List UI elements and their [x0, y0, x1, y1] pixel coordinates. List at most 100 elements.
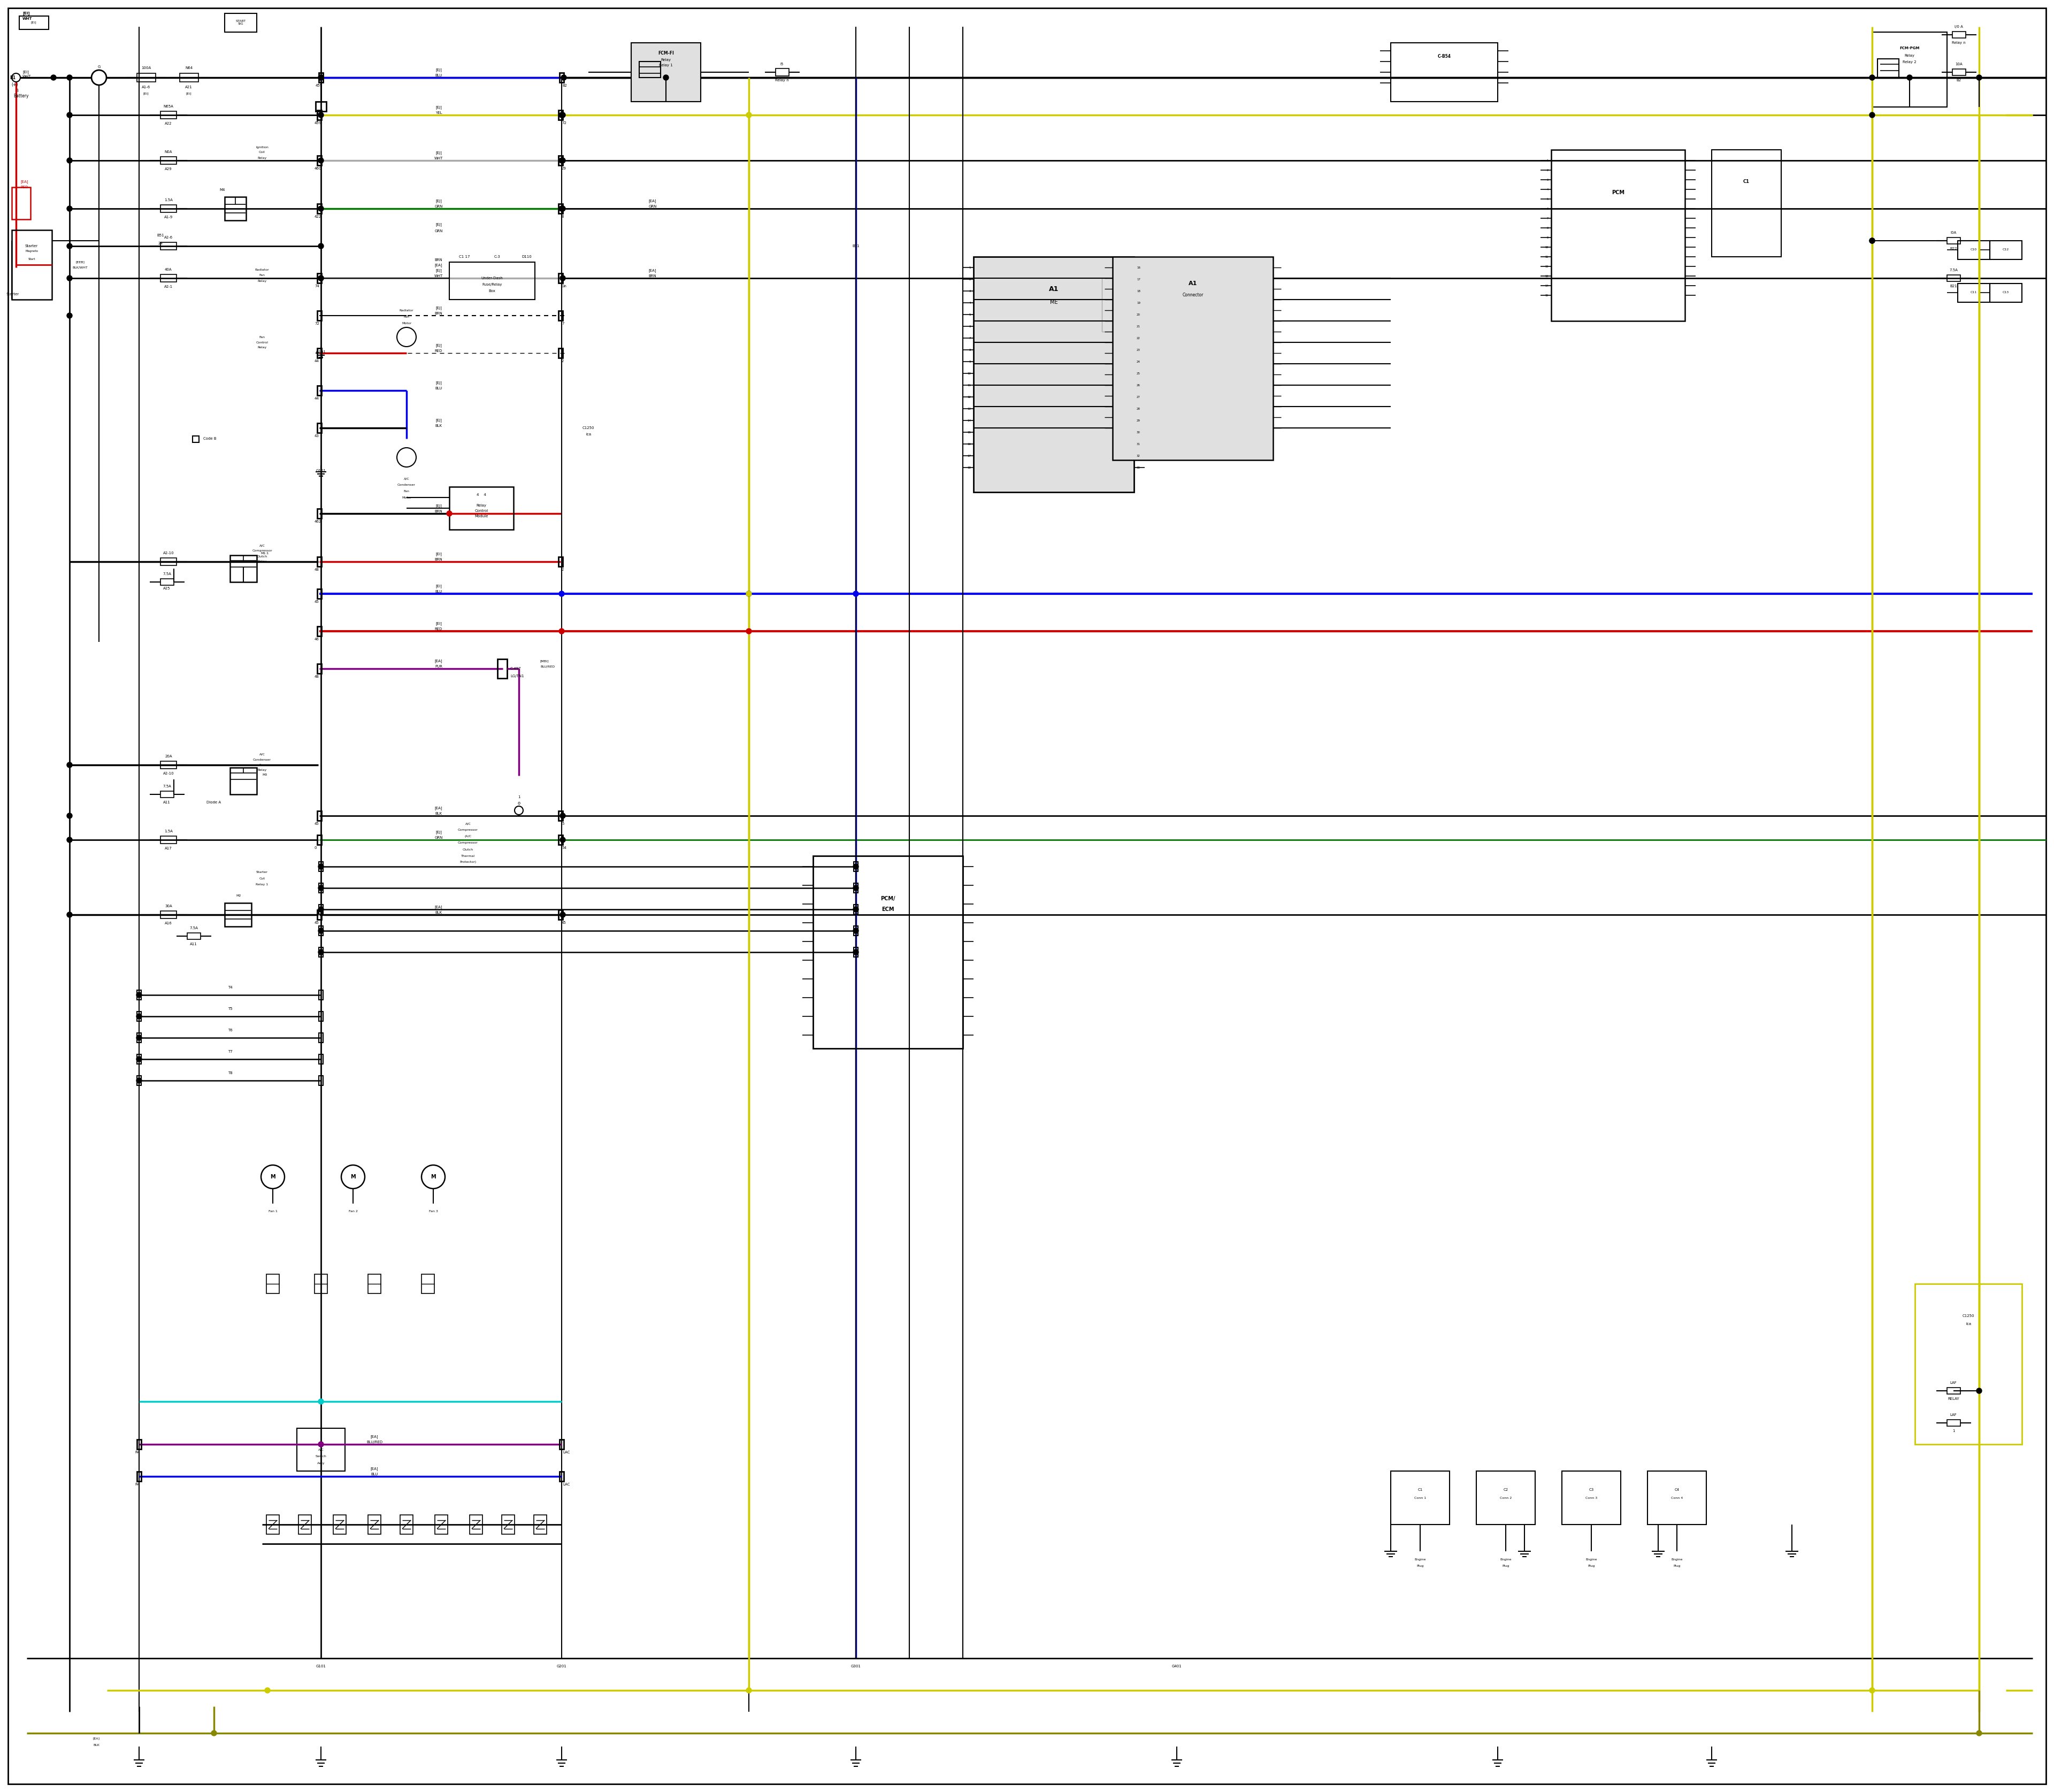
Text: 21: 21 [1136, 324, 1140, 328]
Text: 46: 46 [314, 638, 318, 642]
Circle shape [318, 1400, 325, 1405]
Text: Motor: Motor [403, 496, 411, 500]
Text: 18: 18 [967, 466, 972, 470]
Bar [776, 68, 789, 75]
Text: PUR: PUR [435, 665, 442, 668]
Text: WHT: WHT [23, 75, 31, 79]
Bar [318, 73, 322, 82]
Text: 459: 459 [316, 84, 322, 88]
Text: 11: 11 [967, 383, 972, 387]
Text: [EA]: [EA] [92, 1736, 101, 1740]
Text: [EA]: [EA] [370, 1435, 378, 1439]
Text: N65A: N65A [164, 106, 173, 108]
Bar [138, 1075, 142, 1086]
Text: G: G [97, 65, 101, 68]
Circle shape [1906, 75, 1912, 81]
Text: START
SIG: START SIG [236, 20, 246, 25]
Bar [160, 557, 177, 566]
Bar [316, 627, 322, 636]
Text: WHT: WHT [23, 18, 33, 20]
Bar [368, 1274, 380, 1294]
Text: 24: 24 [1136, 360, 1140, 364]
Circle shape [446, 511, 452, 516]
Bar [559, 910, 563, 919]
Bar [12, 186, 31, 219]
Text: Engine: Engine [1415, 1557, 1425, 1561]
Text: o: o [518, 801, 520, 806]
Text: 10: 10 [1545, 246, 1549, 249]
Text: [EJ]: [EJ] [435, 269, 442, 272]
Text: 14: 14 [967, 419, 972, 421]
Circle shape [1869, 113, 1875, 118]
Text: [EA]: [EA] [435, 905, 442, 909]
Text: Engine: Engine [1586, 1557, 1598, 1561]
Text: RED: RED [435, 627, 442, 631]
Bar [1561, 1471, 1621, 1525]
Circle shape [559, 206, 565, 211]
Text: 1: 1 [1951, 1430, 1955, 1432]
Text: FCM-PGM: FCM-PGM [1900, 47, 1920, 50]
Bar [316, 812, 322, 821]
Circle shape [1869, 238, 1875, 244]
Bar [298, 1514, 312, 1534]
Text: 43: 43 [314, 434, 318, 437]
Bar [1947, 1387, 1960, 1394]
Circle shape [1869, 238, 1875, 244]
Text: [EI]: [EI] [435, 584, 442, 588]
Text: GRN: GRN [435, 204, 444, 208]
Bar [1551, 151, 1684, 321]
Text: Condenser: Condenser [398, 484, 415, 486]
Circle shape [852, 885, 859, 891]
Text: Plug: Plug [1417, 1564, 1423, 1568]
Bar [1711, 151, 1781, 256]
Circle shape [318, 75, 325, 81]
Bar [316, 835, 322, 844]
Circle shape [561, 912, 565, 918]
Circle shape [318, 75, 325, 81]
Text: N0A: N0A [164, 151, 173, 154]
Text: Box: Box [489, 289, 495, 292]
Circle shape [265, 1688, 271, 1693]
Text: (A/C: (A/C [464, 835, 472, 839]
Bar [298, 1428, 345, 1471]
Circle shape [92, 70, 107, 84]
Circle shape [68, 837, 72, 842]
Bar [224, 903, 251, 926]
Bar [1871, 32, 1947, 108]
Text: 19: 19 [1136, 301, 1140, 305]
Text: Ica: Ica [1966, 1322, 1972, 1326]
Circle shape [136, 1057, 142, 1063]
Text: Motor: Motor [403, 323, 411, 324]
Bar [318, 1032, 322, 1043]
Text: 54: 54 [561, 846, 567, 849]
Bar [559, 557, 563, 566]
Bar [1391, 43, 1497, 102]
Circle shape [1976, 1731, 1982, 1736]
Text: Gn: Gn [561, 285, 567, 289]
Text: Fan 1: Fan 1 [269, 1210, 277, 1213]
Bar [318, 1011, 322, 1021]
Text: BLU/RED: BLU/RED [366, 1441, 382, 1444]
Text: A21: A21 [185, 86, 193, 90]
Text: Switch: Switch [316, 1455, 327, 1457]
Text: [EA]: [EA] [370, 1468, 378, 1471]
Bar [193, 435, 199, 443]
Circle shape [852, 907, 859, 912]
Circle shape [318, 907, 325, 912]
Text: T8: T8 [228, 1072, 232, 1075]
Circle shape [318, 276, 325, 281]
Bar [559, 73, 563, 82]
Text: A11: A11 [162, 801, 170, 805]
Text: Conn 3: Conn 3 [1586, 1496, 1598, 1500]
Text: Condenser: Condenser [253, 758, 271, 762]
Bar [1947, 1419, 1960, 1426]
Text: FCM-FI: FCM-FI [657, 52, 674, 56]
Text: Control: Control [257, 340, 269, 344]
Circle shape [136, 1014, 142, 1020]
Text: M: M [431, 1174, 435, 1179]
Text: T7: T7 [228, 1050, 232, 1054]
Text: T4: T4 [228, 986, 232, 989]
Text: A2-6: A2-6 [164, 237, 173, 238]
Bar [187, 934, 201, 939]
Text: Fan 3: Fan 3 [429, 1210, 438, 1213]
